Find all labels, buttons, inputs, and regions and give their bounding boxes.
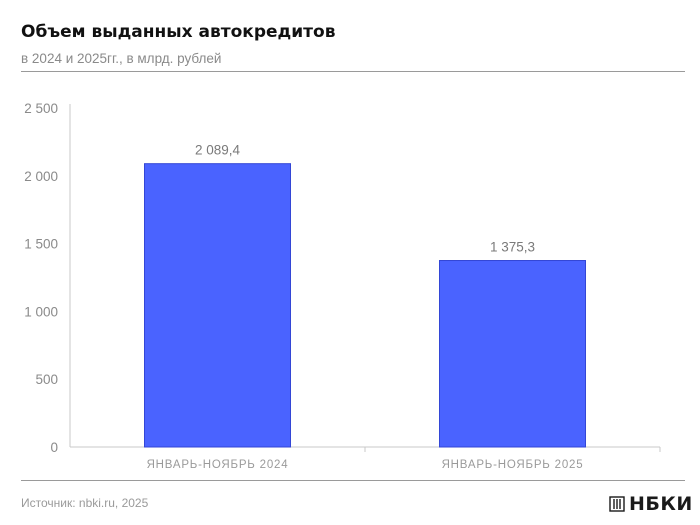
x-category-label: ЯНВАРЬ-НОЯБРЬ 2025	[442, 459, 584, 471]
data-label: 2 089,4	[195, 143, 241, 158]
chart-title: Объем выданных автокредитов	[21, 22, 336, 42]
y-tick-label: 2 000	[24, 169, 58, 184]
y-tick-label: 1 000	[24, 304, 58, 319]
y-tick-label: 0	[50, 440, 58, 455]
logo-text: НБКИ	[629, 493, 693, 515]
source-note: Источник: nbki.ru, 2025	[21, 496, 149, 510]
building-icon	[609, 496, 625, 512]
bar-chart: 0 500 1 000 1 500 2 000 2 500 2 089,4 ЯНВАРЬ-НО…	[24, 101, 661, 471]
footer-divider	[21, 480, 685, 481]
chart-subtitle: в 2024 и 2025гг., в млрд. рублей	[21, 51, 222, 66]
bar	[439, 260, 586, 448]
x-category-label: ЯНВАРЬ-НОЯБРЬ 2024	[147, 459, 289, 471]
header-divider	[21, 71, 685, 72]
bar	[144, 163, 291, 448]
nbki-logo: НБКИ	[609, 493, 693, 515]
y-tick-label: 1 500	[24, 237, 58, 252]
y-tick-label: 500	[35, 372, 58, 387]
data-label: 1 375,3	[490, 240, 535, 255]
y-tick-label: 2 500	[24, 101, 58, 116]
